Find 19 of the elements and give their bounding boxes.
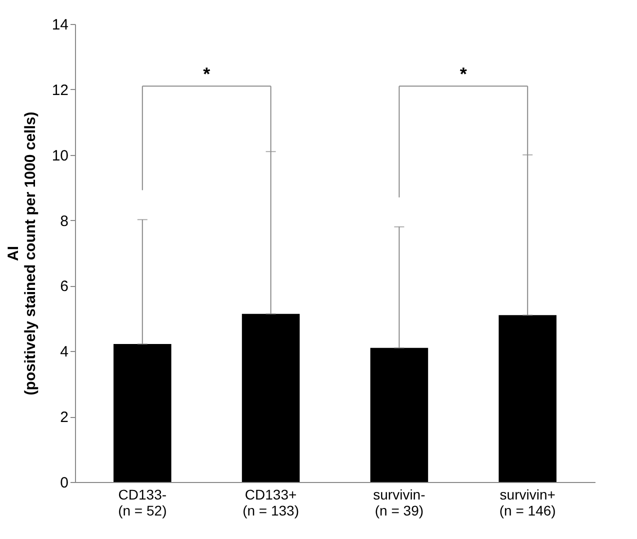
bar [498, 315, 556, 482]
y-tick-label: 12 [52, 82, 68, 99]
annotation: * [460, 64, 467, 84]
x-tick-label: CD133- (n = 52) [118, 486, 167, 518]
annotation: * [203, 64, 210, 84]
y-tick-label: 8 [60, 212, 68, 230]
y-axis-title: AI (positively stained count per 1000 cells) [4, 112, 39, 396]
bar [370, 348, 428, 482]
bar [114, 344, 172, 482]
x-tick-label: survivin+ (n = 146) [499, 486, 556, 518]
y-tick-label: 10 [52, 147, 68, 164]
y-tick-label: 0 [60, 474, 68, 492]
y-tick-label: 4 [60, 344, 68, 361]
bar [242, 314, 300, 482]
x-tick-label: CD133+ (n = 133) [242, 486, 300, 518]
y-tick-label: 2 [60, 409, 68, 426]
x-tick-label: survivin- (n = 39) [373, 486, 426, 518]
y-tick-label: 6 [60, 278, 68, 296]
y-tick-label: 14 [52, 16, 68, 34]
